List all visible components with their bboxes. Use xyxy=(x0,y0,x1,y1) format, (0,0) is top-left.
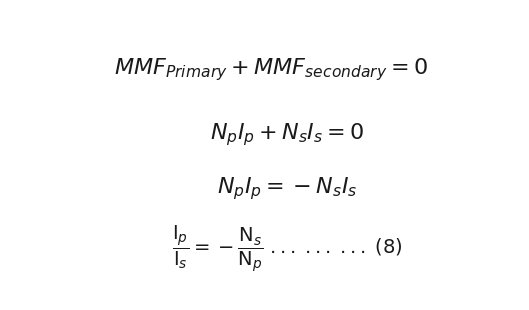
Text: $\dfrac{\mathrm{I}_p}{\mathrm{I}_s} = -\dfrac{\mathrm{N}_s}{\mathrm{N}_p} \;...\: $\dfrac{\mathrm{I}_p}{\mathrm{I}_s} = -\… xyxy=(172,224,403,274)
Text: $N_pI_p + N_sI_s = 0$: $N_pI_p + N_sI_s = 0$ xyxy=(211,121,364,148)
Text: $N_pI_p = -N_sI_s$: $N_pI_p = -N_sI_s$ xyxy=(217,176,358,202)
Text: $\mathit{MMF}_{\mathit{Primary}} + \mathit{MMF}_{\mathit{secondary}} = 0$: $\mathit{MMF}_{\mathit{Primary}} + \math… xyxy=(114,56,428,83)
